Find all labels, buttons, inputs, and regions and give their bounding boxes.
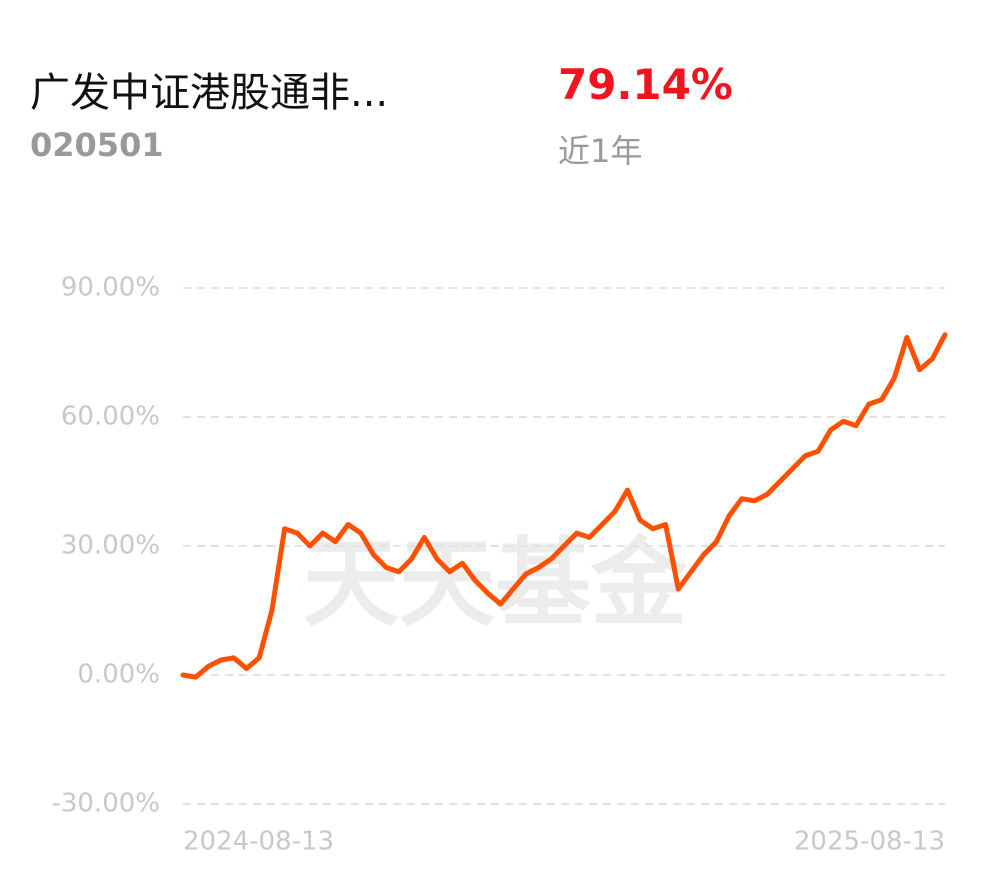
watermark: 天天基金	[303, 527, 688, 639]
line-series	[180, 332, 948, 680]
x-tick-label: 2024-08-13	[183, 827, 334, 857]
fund-name: 广发中证港股通非...	[30, 70, 389, 116]
fund-return: 79.14%	[558, 60, 733, 109]
y-tick-label: 30.00%	[61, 531, 160, 561]
y-tick-label: 60.00%	[61, 402, 160, 432]
return-period: 近1年	[558, 132, 643, 170]
fund-code: 020501	[30, 126, 164, 164]
y-tick-label: 90.00%	[61, 273, 160, 303]
y-tick-label: 0.00%	[77, 660, 160, 690]
x-tick-label: 2025-08-13	[794, 827, 945, 857]
y-tick-label: -30.00%	[51, 789, 160, 819]
